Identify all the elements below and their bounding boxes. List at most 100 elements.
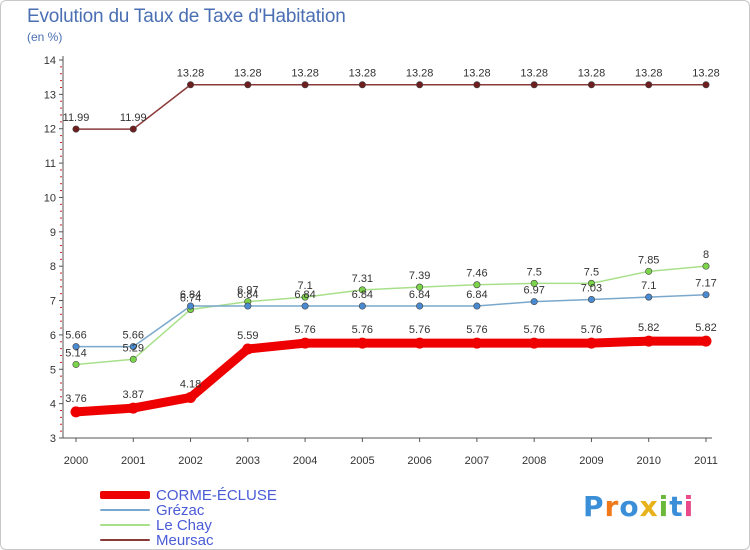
data-point [414, 337, 426, 349]
x-tick-label: 2000 [64, 455, 88, 467]
data-label: 5.82 [695, 322, 716, 334]
series-layer [70, 81, 712, 418]
data-point [72, 125, 80, 133]
data-label: 7.5 [527, 266, 542, 278]
data-point [185, 391, 197, 403]
data-label: 7.1 [641, 280, 656, 292]
data-point [473, 281, 481, 289]
data-point [187, 302, 195, 310]
logo-letter: o [619, 490, 640, 523]
y-unit-label: (en %) [27, 30, 63, 44]
data-label: 7.03 [581, 283, 602, 295]
data-label: 6.97 [237, 285, 258, 297]
data-label: 13.28 [349, 68, 377, 80]
data-point [473, 81, 481, 89]
data-point [587, 296, 595, 304]
data-label: 5.76 [466, 324, 487, 336]
data-label: 13.28 [692, 68, 720, 80]
y-tick-label: 9 [50, 227, 56, 239]
data-label: 5.76 [581, 324, 602, 336]
data-point [127, 402, 139, 414]
x-tick-label: 2009 [579, 455, 603, 467]
data-point [530, 298, 538, 306]
logo-letter: i [658, 490, 670, 523]
legend-label: Meursac [156, 532, 214, 549]
data-label: 11.99 [120, 112, 147, 124]
data-point [530, 279, 538, 287]
data-point [416, 302, 424, 310]
series-line [75, 83, 707, 130]
x-tick-label: 2002 [178, 455, 202, 467]
data-point [416, 283, 424, 291]
data-point [244, 302, 252, 310]
data-label: 6.97 [523, 285, 544, 297]
data-point [187, 81, 195, 89]
y-tick-label: 5 [50, 364, 56, 376]
logo-letter: r [604, 490, 620, 523]
data-point [702, 81, 710, 89]
data-point [700, 335, 712, 347]
legend-label: Le Chay [156, 517, 212, 534]
data-point [70, 406, 82, 418]
data-label: 7.39 [409, 270, 430, 282]
data-label: 13.28 [177, 68, 205, 80]
x-tick-label: 2003 [236, 455, 260, 467]
data-point [702, 291, 710, 299]
x-tick-label: 2008 [522, 455, 546, 467]
data-point [129, 343, 137, 351]
data-label: 5.82 [638, 322, 659, 334]
line-chart: 3 4 5 6 7 8 9 10 11 12 13 14 2000 2001 2002 2003 2004 200… [44, 55, 720, 467]
data-point [129, 355, 137, 363]
data-point [72, 343, 80, 351]
data-label: 4.18 [180, 378, 201, 390]
data-labels-layer: 11.99 11.99 13.28 13.28 13.28 13.28 13.28 13.28… [63, 68, 720, 405]
data-point [299, 337, 311, 349]
data-label: 7.46 [466, 268, 487, 280]
data-label: 11.99 [63, 112, 90, 124]
legend-swatch [100, 539, 150, 541]
y-tick-label: 7 [50, 296, 56, 308]
data-label: 6.84 [352, 289, 373, 301]
legend-swatch [100, 509, 150, 511]
y-tick-label: 12 [44, 124, 56, 136]
data-label: 6.84 [409, 289, 430, 301]
data-point [358, 81, 366, 89]
series-corme-cluse [70, 335, 712, 418]
data-point [528, 337, 540, 349]
chart-axes: 3 4 5 6 7 8 9 10 11 12 13 14 2000 2001 2002 2003 2004 200… [44, 55, 718, 467]
data-point [645, 267, 653, 275]
y-tick-label: 11 [45, 158, 56, 170]
data-point [301, 302, 309, 310]
data-label: 13.28 [635, 68, 663, 80]
data-point [301, 81, 309, 89]
data-label: 5.59 [237, 330, 258, 342]
data-point [72, 360, 80, 368]
data-point [645, 293, 653, 301]
x-tick-label: 2010 [636, 455, 660, 467]
x-tick-label: 2004 [293, 455, 317, 467]
logo-letter: t [669, 490, 684, 523]
data-label: 7.5 [584, 266, 599, 278]
y-tick-label: 13 [44, 89, 56, 101]
chart-title: Evolution du Taux de Taxe d'Habitation [27, 6, 346, 27]
data-label: 6.84 [237, 289, 258, 301]
y-tick-label: 10 [44, 192, 56, 204]
x-tick-label: 2005 [350, 455, 374, 467]
y-tick-label: 14 [44, 55, 56, 67]
data-point [643, 335, 655, 347]
series-le-chay [72, 262, 710, 368]
x-tick-label: 2007 [465, 455, 489, 467]
x-tick-label: 2011 [694, 455, 718, 467]
data-point [416, 81, 424, 89]
y-tick-label: 6 [50, 330, 56, 342]
data-label: 5.76 [352, 324, 373, 336]
x-tick-label: 2001 [121, 455, 145, 467]
legend-swatch [100, 524, 150, 526]
data-label: 5.76 [409, 324, 430, 336]
data-label: 7.85 [638, 254, 659, 266]
data-point [471, 337, 483, 349]
series-meursac [72, 81, 710, 133]
data-point [585, 337, 597, 349]
data-label: 5.76 [294, 324, 315, 336]
